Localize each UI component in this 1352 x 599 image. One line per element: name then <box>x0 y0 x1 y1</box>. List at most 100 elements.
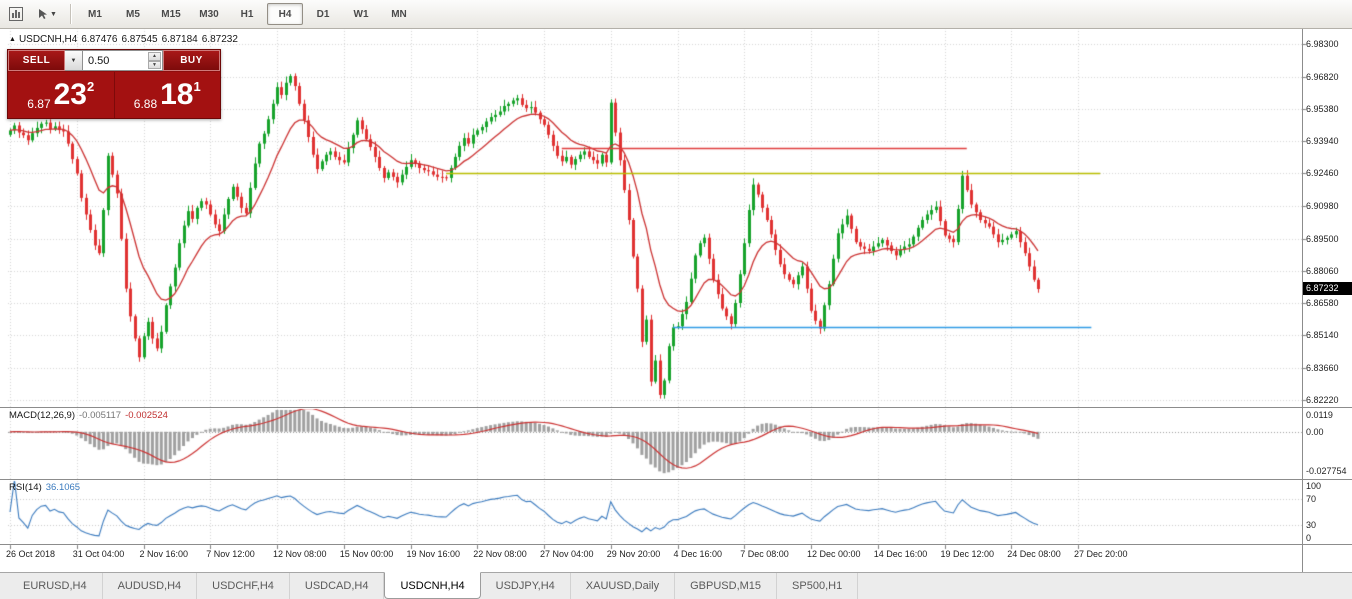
price-axis-label: 6.82220 <box>1306 395 1339 405</box>
buy-price-prefix: 6.88 <box>133 97 158 111</box>
chart-window-icon-button[interactable] <box>3 2 29 26</box>
price-axis-label: 6.85140 <box>1306 330 1339 341</box>
time-axis-label: 12 Dec 00:00 <box>807 549 861 559</box>
pane-separator-macd[interactable] <box>0 407 1352 408</box>
tab-usdcad-h4[interactable]: USDCAD,H4 <box>290 573 385 599</box>
timeframe-d1[interactable]: D1 <box>316 8 330 20</box>
buy-button[interactable]: BUY <box>163 50 220 71</box>
symbol-label: USDCNH,H4 <box>18 34 78 45</box>
one-click-trading-panel: SELL ▼ ▲ ▼ BUY 6.87 23 2 6.88 18 1 <box>7 49 221 119</box>
price-axis-label: 6.95380 <box>1306 103 1339 114</box>
ohlc-header: ▲ USDCNH,H4 6.87476 6.87545 6.87184 6.87232 <box>9 34 242 45</box>
rsi-name: RSI(14) <box>9 482 42 493</box>
timeframe-toolbar: M1 M5 M15 M30 H1 H4 D1 W1 MN <box>76 3 418 25</box>
price-axis-label: 6.88060 <box>1306 265 1339 276</box>
chart-tabs-bar: EURUSD,H4 AUDUSD,H4 USDCHF,H4 USDCAD,H4 USDC… <box>0 572 1352 599</box>
chart-tools-button[interactable]: ▼ <box>29 2 65 26</box>
time-axis-label: 7 Dec 08:00 <box>740 549 789 559</box>
time-axis-label: 24 Dec 08:00 <box>1007 549 1061 559</box>
open-value: 6.87476 <box>81 34 118 45</box>
high-value: 6.87545 <box>121 34 158 45</box>
timeframe-mn[interactable]: MN <box>391 8 407 20</box>
timeframe-m5[interactable]: M5 <box>126 8 140 20</box>
time-axis-separator <box>0 544 1352 545</box>
close-value: 6.87232 <box>201 34 238 45</box>
price-axis-label: 6.93940 <box>1306 135 1339 146</box>
tab-audusd-h4[interactable]: AUDUSD,H4 <box>103 573 198 599</box>
order-type-dropdown[interactable]: ▼ <box>65 50 83 71</box>
timeframe-h1[interactable]: H1 <box>240 8 254 20</box>
sell-price-big: 23 <box>53 78 87 111</box>
buy-price-big: 18 <box>160 78 194 111</box>
caret-down-icon: ▼ <box>70 57 77 64</box>
macd-label: MACD(12,26,9) -0.005117 -0.002524 <box>9 410 168 421</box>
price-axis-label: 6.90980 <box>1306 201 1339 212</box>
lot-size-field: ▲ ▼ <box>83 50 163 71</box>
macd-main-value: -0.005117 <box>79 410 122 421</box>
tab-xauusd-daily[interactable]: XAUUSD,Daily <box>571 573 676 599</box>
rsi-axis-label: 70 <box>1306 494 1317 505</box>
chart-tools-caret-icon: ▼ <box>50 10 57 18</box>
timeframe-h4[interactable]: H4 <box>267 3 303 25</box>
price-axis-border <box>1302 28 1303 572</box>
time-axis-label: 27 Nov 04:00 <box>540 549 594 559</box>
time-axis-label: 31 Oct 04:00 <box>72 549 125 559</box>
time-axis-label: 19 Nov 16:00 <box>406 549 461 559</box>
lot-decrease-button[interactable]: ▼ <box>148 60 161 69</box>
price-axis-label: 6.98300 <box>1306 39 1339 49</box>
time-axis-label: 15 Nov 00:00 <box>339 549 394 559</box>
chart-window-icon <box>9 7 23 21</box>
tab-sp500-h1[interactable]: SP500,H1 <box>777 573 859 599</box>
time-axis-label: 2 Nov 16:00 <box>139 549 189 559</box>
buy-price-display[interactable]: 6.88 18 1 <box>113 72 221 118</box>
macd-axis-label: -0.027754 <box>1306 466 1347 476</box>
time-axis-label: 22 Nov 08:00 <box>473 549 527 559</box>
sell-price-sup: 2 <box>87 79 95 94</box>
rsi-axis-label: 0 <box>1306 533 1312 543</box>
time-axis-label: 26 Oct 2018 <box>6 549 56 559</box>
timeframe-m30[interactable]: M30 <box>199 8 219 20</box>
current-price-badge: 6.87232 <box>1303 282 1352 296</box>
lot-increase-button[interactable]: ▲ <box>148 52 161 61</box>
macd-axis-label: 0.0119 <box>1306 410 1333 420</box>
tab-usdchf-h4[interactable]: USDCHF,H4 <box>197 573 290 599</box>
price-axis-label: 6.96820 <box>1306 71 1339 82</box>
rsi-axis-label: 100 <box>1306 481 1322 491</box>
price-axis-label: 6.92460 <box>1306 168 1339 179</box>
sell-price-display[interactable]: 6.87 23 2 <box>8 72 114 118</box>
rsi-value: 36.1065 <box>45 482 81 493</box>
timeframe-m1[interactable]: M1 <box>88 8 102 20</box>
pane-separator-rsi[interactable] <box>0 479 1352 480</box>
time-axis-label: 7 Nov 12:00 <box>206 549 255 559</box>
timeframe-w1[interactable]: W1 <box>353 8 369 20</box>
buy-price-sup: 1 <box>193 79 201 94</box>
macd-signal-value: -0.002524 <box>125 410 168 421</box>
tab-usdcnh-h4[interactable]: USDCNH,H4 <box>384 572 481 599</box>
price-axis-label: 6.86580 <box>1306 298 1339 309</box>
time-axis-label: 4 Dec 16:00 <box>673 549 723 559</box>
tab-eurusd-h4[interactable]: EURUSD,H4 <box>8 573 103 599</box>
time-axis-label: 14 Dec 16:00 <box>873 549 928 559</box>
price-axis-label: 6.89500 <box>1306 233 1339 244</box>
sell-button[interactable]: SELL <box>8 50 65 71</box>
sell-price-prefix: 6.87 <box>27 97 51 111</box>
macd-axis-label: 0.00 <box>1306 426 1324 437</box>
low-value: 6.87184 <box>161 34 198 45</box>
price-axis-label: 6.83660 <box>1306 363 1339 374</box>
tab-usdjpy-h4[interactable]: USDJPY,H4 <box>481 573 571 599</box>
cursor-icon <box>39 9 48 19</box>
lot-size-input[interactable] <box>83 51 162 70</box>
timeframe-m15[interactable]: M15 <box>161 8 181 20</box>
macd-name: MACD(12,26,9) <box>9 410 75 421</box>
rsi-axis-label: 30 <box>1306 519 1317 530</box>
tab-gbpusd-m15[interactable]: GBPUSD,M15 <box>675 573 778 599</box>
rsi-label: RSI(14) 36.1065 <box>9 482 80 493</box>
toolbar: ▼ M1 M5 M15 M30 H1 H4 D1 W1 MN <box>0 0 1352 29</box>
toolbar-separator <box>70 4 71 24</box>
up-arrow-icon: ▲ <box>9 36 16 43</box>
time-axis-label: 29 Nov 20:00 <box>606 549 661 559</box>
time-axis-label: 19 Dec 12:00 <box>940 549 995 559</box>
time-axis-label: 12 Nov 08:00 <box>273 549 327 559</box>
time-axis-label: 27 Dec 20:00 <box>1074 549 1128 559</box>
